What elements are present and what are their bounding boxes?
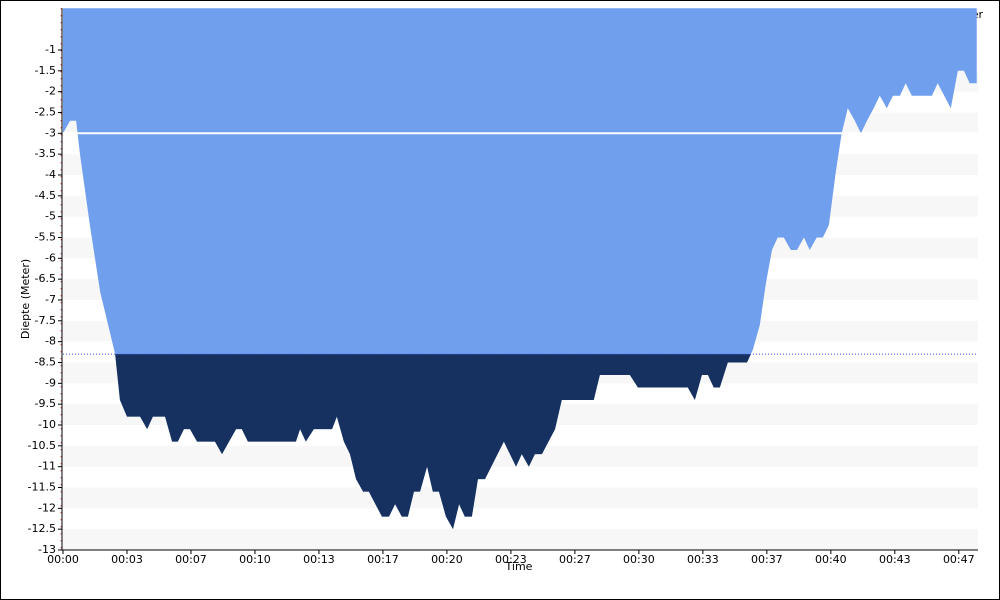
x-tick-label: 00:23: [495, 553, 527, 566]
x-tick-label: 00:27: [559, 553, 591, 566]
legend-fragment: er: [972, 8, 984, 21]
y-tick-label: -2: [45, 85, 56, 98]
y-tick-label: -6.5: [35, 272, 56, 285]
y-tick-label: -3: [45, 126, 56, 139]
y-tick-label: -2.5: [35, 105, 56, 118]
x-tick-label: 00:03: [111, 553, 143, 566]
x-tick-label: 00:40: [815, 553, 847, 566]
y-tick-label: -11.5: [28, 480, 56, 493]
y-tick-label: -11: [38, 460, 56, 473]
y-tick-label: -13: [38, 543, 56, 556]
y-tick-label: -7: [45, 293, 56, 306]
x-tick-label: 00:13: [303, 553, 335, 566]
y-tick-label: -7.5: [35, 314, 56, 327]
y-tick-label: -1: [45, 43, 56, 56]
y-tick-label: -5.5: [35, 230, 56, 243]
x-tick-label: 00:37: [751, 553, 783, 566]
y-tick-label: -10: [38, 418, 56, 431]
y-tick-label: -8: [45, 335, 56, 348]
x-tick-label: 00:30: [623, 553, 655, 566]
y-tick-label: -9: [45, 376, 56, 389]
x-tick-label: 00:10: [239, 553, 271, 566]
y-tick-label: -5: [45, 210, 56, 223]
y-tick-label: -6: [45, 251, 56, 264]
y-axis-label: Diepte (Meter): [19, 259, 32, 339]
y-tick-label: -12: [38, 501, 56, 514]
band: [63, 529, 978, 550]
y-tick-label: -10.5: [28, 439, 56, 452]
x-tick-label: 00:47: [943, 553, 975, 566]
band: [63, 487, 978, 509]
deep-area: [115, 354, 751, 530]
x-axis-label: Time: [505, 560, 533, 573]
y-tick-label: -12.5: [28, 522, 56, 535]
y-tick-label: -8.5: [35, 355, 56, 368]
x-tick-label: 00:33: [687, 553, 719, 566]
y-tick-label: -4: [45, 168, 56, 181]
y-tick-label: -4.5: [35, 189, 56, 202]
y-tick-label: -3.5: [35, 147, 56, 160]
y-tick-label: -1.5: [35, 64, 56, 77]
y-tick-label: -9.5: [35, 397, 56, 410]
x-tick-label: 00:43: [879, 553, 911, 566]
x-tick-label: 00:07: [175, 553, 207, 566]
x-tick-label: 00:17: [367, 553, 399, 566]
x-tick-label: 00:00: [47, 553, 79, 566]
x-tick-label: 00:20: [431, 553, 463, 566]
